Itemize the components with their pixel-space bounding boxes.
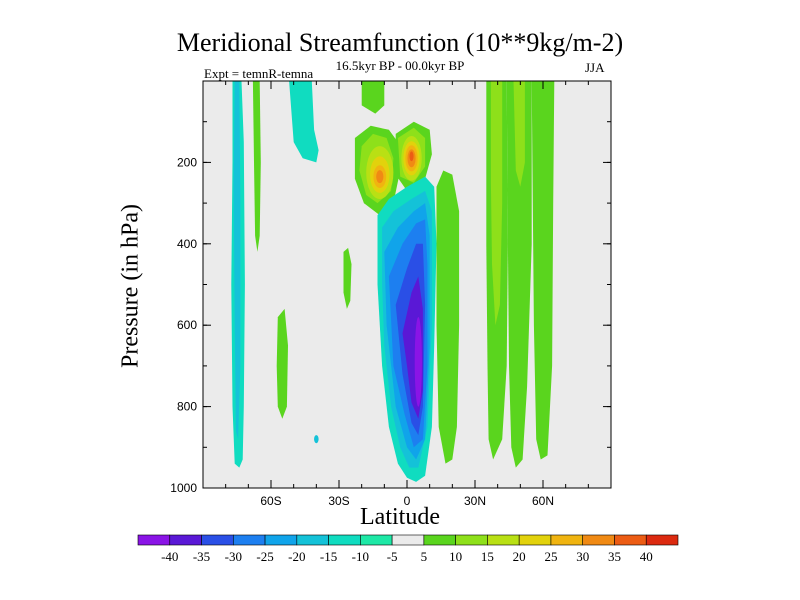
colorbar-box xyxy=(360,534,393,546)
x-tick-label: 30N xyxy=(464,494,486,508)
pos-band-65s xyxy=(252,81,261,252)
x-axis-label: Latitude xyxy=(360,504,440,530)
colorbar-label: 30 xyxy=(576,549,589,564)
axis-ticks: 60S 30S 0 30N 60N 200 400 600 800 1000 xyxy=(170,81,611,508)
neg-cell-40 xyxy=(414,317,422,407)
colorbar-box xyxy=(391,534,425,546)
pos-cell-a-30 xyxy=(376,170,384,184)
chart-subtitle: 16.5kyr BP - 00.0kyr BP xyxy=(335,58,465,73)
colorbar-box xyxy=(550,534,584,546)
colorbar-box xyxy=(201,534,234,546)
contour-fills xyxy=(231,81,555,482)
colorbar-label: 40 xyxy=(640,549,653,564)
y-tick-label: 600 xyxy=(177,318,197,332)
colorbar-label: -10 xyxy=(352,549,369,564)
colorbar-label: -35 xyxy=(193,549,210,564)
colorbar-label: -15 xyxy=(320,549,337,564)
colorbar-box xyxy=(423,534,456,546)
colorbar-label: 5 xyxy=(421,549,428,564)
colorbar-box xyxy=(232,534,266,546)
y-tick-label: 400 xyxy=(177,237,197,251)
colorbar-box xyxy=(582,534,615,546)
pos-cap-tropics xyxy=(361,81,385,114)
colorbar-box xyxy=(614,534,647,546)
neg-dot-40s xyxy=(314,435,319,444)
colorbar-box xyxy=(645,534,679,546)
x-tick-label: 60S xyxy=(260,494,281,508)
y-tick-label: 1000 xyxy=(170,481,197,495)
colorbar-box xyxy=(487,534,520,546)
colorbar-box xyxy=(455,534,488,546)
pos-cell-b-35 xyxy=(409,151,414,162)
y-tick-label: 800 xyxy=(177,400,197,414)
colorbar-label: 15 xyxy=(481,549,494,564)
colorbar-box xyxy=(518,534,552,546)
colorbar-box xyxy=(137,534,171,546)
pos-band-48n xyxy=(506,81,532,468)
colorbar-label: 20 xyxy=(513,549,526,564)
x-tick-label: 0 xyxy=(404,494,411,508)
colorbar-box xyxy=(328,534,361,546)
pos-blob-55s xyxy=(276,308,288,419)
colorbar-label: -20 xyxy=(288,549,305,564)
colorbar-label: 25 xyxy=(544,549,557,564)
colorbar-label: 10 xyxy=(449,549,462,564)
experiment-label: Expt = temnR-temna xyxy=(204,66,314,81)
colorbar-label: -25 xyxy=(256,549,273,564)
y-tick-label: 200 xyxy=(177,155,197,169)
pos-band-60n xyxy=(531,81,555,460)
neg-upper-45s xyxy=(289,81,319,163)
colorbar-box xyxy=(169,534,202,546)
season-label: JJA xyxy=(585,60,605,75)
colorbar: -40 -35 -30 -25 -20 -15 -10 -5 5 10 15 20 25 30 35 40 xyxy=(137,534,679,564)
pos-band-35n-10 xyxy=(490,81,503,326)
neg-band-70s-inner xyxy=(233,81,241,440)
chart-title: Meridional Streamfunction (10**9kg/m-2) xyxy=(176,28,624,57)
colorbar-box xyxy=(264,534,298,546)
colorbar-box xyxy=(296,534,329,546)
x-tick-label: 60N xyxy=(532,494,554,508)
colorbar-label: 35 xyxy=(608,549,621,564)
pos-band-15n xyxy=(436,170,460,464)
pos-blob-25s xyxy=(343,247,352,309)
pos-band-48n-10 xyxy=(513,81,525,187)
pos-fleck-36n xyxy=(488,365,491,411)
colorbar-label: -30 xyxy=(225,549,242,564)
x-tick-label: 30S xyxy=(328,494,349,508)
colorbar-label: -5 xyxy=(387,549,398,564)
colorbar-label: -40 xyxy=(161,549,178,564)
